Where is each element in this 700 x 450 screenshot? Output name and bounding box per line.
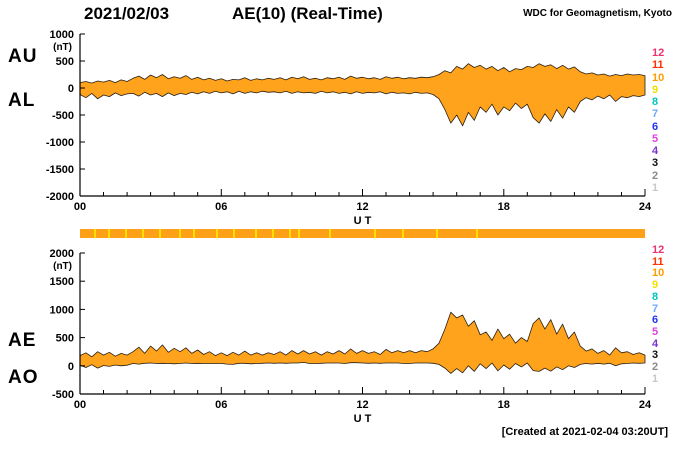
station-count-5: 5	[652, 326, 659, 339]
availability-tick	[272, 229, 275, 238]
availability-tick	[373, 229, 376, 238]
availability-tick	[193, 229, 195, 238]
station-availability-bar	[80, 229, 645, 238]
station-count-12: 12	[652, 47, 665, 59]
y-tick-label: -1000	[46, 137, 74, 149]
y-tick-label: 0	[68, 361, 74, 373]
station-count-9: 9	[652, 83, 659, 96]
x-tick-label: 12	[356, 399, 368, 411]
station-count-4: 4	[652, 145, 659, 158]
station-count-8: 8	[652, 290, 659, 303]
station-count-9: 9	[652, 279, 659, 292]
station-count-5: 5	[652, 132, 659, 145]
y-tick-label: -1500	[46, 164, 74, 176]
availability-tick	[215, 229, 218, 238]
station-count-10: 10	[652, 71, 665, 84]
availability-tick	[402, 229, 405, 238]
date-label: 2021/02/03	[84, 4, 170, 23]
source-label: WDC for Geomagnetism, Kyoto	[523, 8, 672, 19]
x-tick-label: 24	[639, 201, 652, 213]
y-axis-unit: (nT)	[53, 42, 72, 53]
x-tick-label: 24	[639, 399, 652, 411]
station-count-2: 2	[652, 169, 659, 182]
station-count-6: 6	[652, 314, 659, 327]
x-tick-label: 06	[215, 201, 227, 213]
y-tick-label: -500	[52, 110, 74, 122]
station-count-3: 3	[652, 157, 659, 170]
x-tick-label: 00	[74, 201, 86, 213]
station-count-2: 2	[652, 361, 659, 374]
availability-tick	[125, 229, 128, 238]
y-tick-label: 500	[56, 56, 74, 68]
availability-tick	[142, 229, 145, 238]
y-tick-label: -500	[52, 389, 74, 401]
station-count-12: 12	[652, 244, 665, 256]
availability-tick	[475, 229, 478, 238]
x-tick-label: 12	[356, 201, 368, 213]
x-axis-label: U T	[354, 413, 372, 425]
y-tick-label: 1000	[50, 29, 74, 41]
station-count-3: 3	[652, 349, 659, 362]
availability-tick	[178, 229, 181, 238]
y-tick-label: 1500	[50, 276, 74, 288]
y-tick-label: 1000	[50, 304, 74, 316]
availability-tick	[435, 229, 438, 238]
y-tick-label: 0	[68, 83, 74, 95]
availability-tick	[328, 229, 331, 238]
station-count-1: 1	[652, 181, 659, 194]
au-al-chart: 1000 500 0 -500 -1000 -1500 -2000 (nT) 00 06 12 18 2…	[46, 29, 652, 227]
availability-tick	[255, 229, 258, 238]
page-title: AE(10) (Real-Time)	[232, 4, 383, 23]
station-count-1: 1	[652, 372, 659, 385]
availability-tick	[108, 229, 111, 238]
availability-tick	[159, 229, 162, 238]
x-tick-label: 00	[74, 399, 86, 411]
data-band	[79, 63, 646, 127]
x-tick-label: 18	[498, 399, 510, 411]
y-tick-label: 2000	[50, 248, 74, 260]
station-count-scale-bottom: 12 11 10 9 8 7 6 5 4 3 2 1	[652, 245, 678, 385]
ae-index-label: AE	[8, 330, 37, 351]
station-count-8: 8	[652, 96, 659, 109]
availability-tick	[289, 229, 292, 238]
station-count-11: 11	[652, 255, 664, 268]
x-tick-label: 18	[498, 201, 510, 213]
station-count-10: 10	[652, 267, 665, 280]
x-tick-label: 06	[215, 399, 227, 411]
x-axis-label: U T	[354, 215, 372, 227]
created-timestamp: [Created at 2021-02-04 03:20UT]	[501, 426, 668, 438]
ao-index-label: AO	[8, 367, 39, 388]
y-tick-label: 500	[56, 333, 74, 345]
data-band	[79, 311, 646, 374]
station-count-7: 7	[652, 108, 659, 121]
y-axis-unit: (nT)	[53, 261, 72, 272]
station-count-scale-top: 12 11 10 9 8 7 6 5 4 3 2 1	[652, 48, 678, 194]
station-count-4: 4	[652, 337, 659, 350]
al-index-label: AL	[8, 90, 36, 111]
ae-ao-chart: 2000 1500 1000 500 0 -500 (nT) 00 06 12 18 24 U T	[50, 248, 652, 425]
availability-tick	[297, 229, 300, 238]
station-count-11: 11	[652, 59, 664, 72]
availability-tick	[94, 229, 97, 238]
y-tick-label: -2000	[46, 191, 74, 203]
station-count-7: 7	[652, 302, 659, 315]
availability-tick	[232, 229, 235, 238]
au-index-label: AU	[8, 46, 38, 67]
station-count-6: 6	[652, 120, 659, 133]
